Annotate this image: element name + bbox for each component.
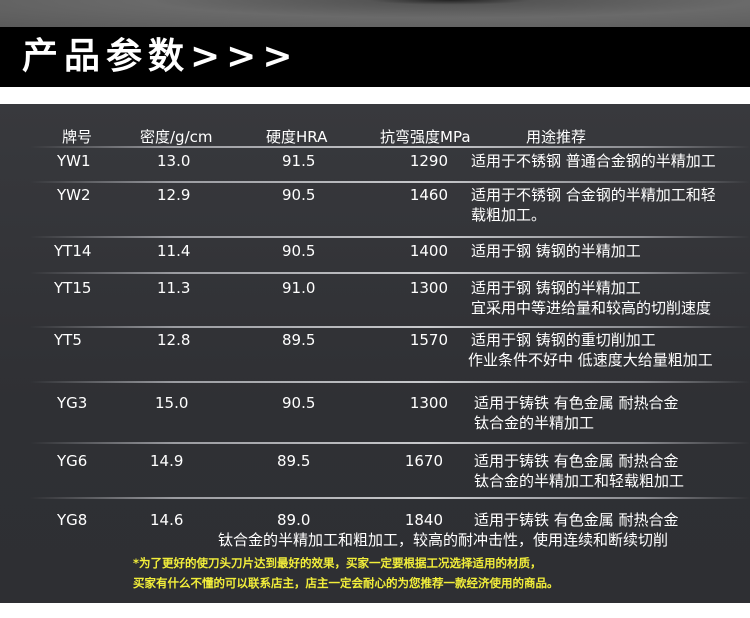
strength: 1840 (404, 511, 443, 529)
grade: YW1 (57, 152, 91, 170)
spec-table-panel (0, 104, 750, 603)
table-row: YW1 13.0 91.5 1290 适用于不锈钢 普通合金钢的半精加工 (0, 151, 750, 191)
header-strength: 抗弯强度MPa (380, 128, 471, 146)
divider (30, 442, 750, 444)
density: 11.3 (157, 279, 191, 297)
strength: 1670 (404, 452, 443, 470)
table-row: YW2 12.9 90.5 1460 适用于不锈钢 合金钢的半精加工和轻 载粗加… (0, 185, 750, 225)
strength: 1570 (409, 331, 448, 349)
usage: 适用于铸铁 有色金属 耐热合金 (474, 452, 679, 470)
header-grade: 牌号 (62, 128, 93, 146)
divider (30, 146, 750, 148)
hardness: 89.5 (282, 331, 316, 349)
usage: 适用于不锈钢 普通合金钢的半精加工 (471, 152, 716, 170)
usage-line-2: 作业条件不好中 低速度大给量粗加工 (468, 351, 713, 369)
usage: 适用于铸铁 有色金属 耐热合金 (474, 394, 679, 412)
density: 15.0 (155, 394, 189, 412)
table-row: YG6 14.9 89.5 1670 适用于铸铁 有色金属 耐热合金 钛合金的半… (0, 451, 750, 491)
density: 12.8 (157, 331, 191, 349)
usage-line-2: 宜采用中等进给量和较高的切削速度 (471, 299, 712, 317)
strength: 1400 (409, 242, 448, 260)
table-row: YT14 11.4 90.5 1400 适用于钢 铸钢的半精加工 (0, 241, 750, 281)
table-row: YG8 14.6 89.0 1840 适用于铸铁 有色金属 耐热合金 钛合金的半… (0, 510, 750, 550)
hardness: 90.5 (282, 186, 316, 204)
density: 14.9 (150, 452, 184, 470)
grade: YG6 (57, 452, 88, 470)
header-hardness: 硬度HRA (266, 128, 328, 146)
grade: YT15 (54, 279, 92, 297)
density: 13.0 (157, 152, 191, 170)
divider (30, 181, 750, 183)
usage-line-2: 载粗加工。 (471, 206, 547, 224)
usage-line-2: 钛合金的半精加工和轻载粗加工 (474, 472, 685, 490)
usage: 适用于钢 铸钢的半精加工 (471, 242, 641, 260)
header-usage: 用途推荐 (526, 128, 587, 146)
grade: YG8 (57, 511, 88, 529)
grade: YG3 (57, 394, 88, 412)
hardness: 89.0 (277, 511, 311, 529)
usage-line-2: 钛合金的半精加工和粗加工，较高的耐冲击性，使用连续和断续切削 (218, 531, 669, 549)
note-line-1: *为了更好的使刀头刀片达到最好的效果，买家一定要根据工况选择适用的材质， (133, 556, 542, 570)
hardness: 89.5 (277, 452, 311, 470)
hardness: 91.0 (282, 279, 316, 297)
grade: YT5 (54, 331, 82, 349)
page-title: 产品参数>>> (22, 36, 299, 77)
density: 11.4 (157, 242, 191, 260)
density: 14.6 (150, 511, 184, 529)
title-band (0, 27, 750, 87)
strength: 1290 (409, 152, 448, 170)
header-density: 密度/g/cm (140, 128, 213, 146)
usage: 适用于不锈钢 合金钢的半精加工和轻 (471, 186, 716, 204)
usage: 适用于钢 铸钢的半精加工 (471, 279, 641, 297)
strength: 1300 (409, 279, 448, 297)
hardness: 90.5 (282, 394, 316, 412)
usage-line-2: 钛合金的半精加工 (474, 414, 595, 432)
grade: YW2 (57, 186, 91, 204)
grade: YT14 (54, 242, 92, 260)
divider (30, 497, 750, 499)
hardness: 91.5 (282, 152, 316, 170)
strength: 1300 (409, 394, 448, 412)
hardness: 90.5 (282, 242, 316, 260)
strength: 1460 (409, 186, 448, 204)
density: 12.9 (157, 186, 191, 204)
usage: 适用于铸铁 有色金属 耐热合金 (474, 511, 679, 529)
divider (30, 326, 750, 328)
header-texture-image (0, 0, 750, 27)
divider (30, 272, 750, 274)
table-row: YT15 11.3 91.0 1300 适用于钢 铸钢的半精加工 宜采用中等进给… (0, 278, 750, 318)
table-row: YG3 15.0 90.5 1300 适用于铸铁 有色金属 耐热合金 钛合金的半… (0, 393, 750, 433)
note-line-2: 买家有什么不懂的可以联系店主，店主一定会耐心的为您推荐一款经济使用的商品。 (133, 576, 559, 590)
usage: 适用于钢 铸钢的重切削加工 (471, 331, 656, 349)
divider (30, 381, 750, 383)
table-row: YT5 12.8 89.5 1570 适用于钢 铸钢的重切削加工 作业条件不好中… (0, 330, 750, 370)
divider (30, 236, 750, 238)
